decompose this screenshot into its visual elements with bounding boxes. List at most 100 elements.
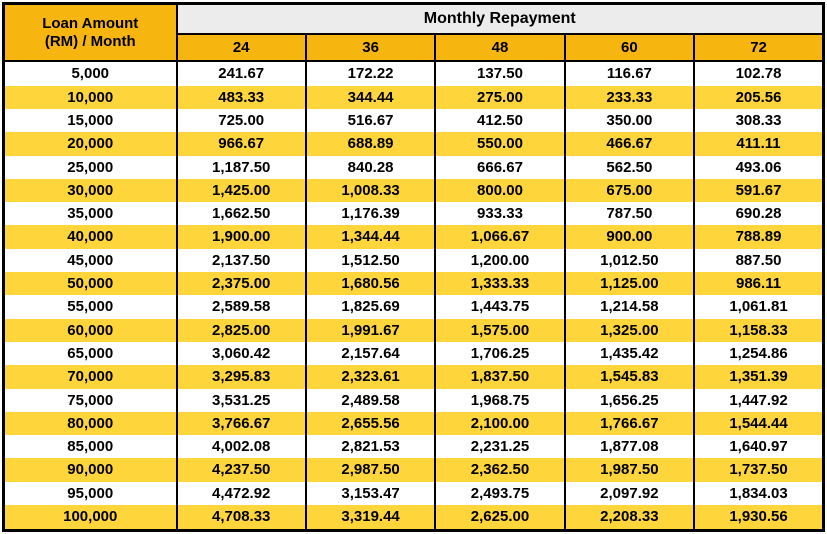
repayment-value-cell: 2,589.58 [175,295,307,319]
repayment-value-cell: 1,825.69 [304,295,437,319]
table-row: 70,000 3,295.83 2,323.61 1,837.50 1,545.83 1,… [2,365,825,389]
loan-amount-cell: 50,000 [2,272,178,296]
repayment-value-cell: 2,489.58 [304,388,437,412]
table-row: 75,000 3,531.25 2,489.58 1,968.75 1,656.25 1,… [2,388,825,412]
repayment-value-cell: 3,531.25 [175,388,307,412]
repayment-value-cell: 1,187.50 [175,155,307,179]
loan-amount-cell: 80,000 [2,411,178,436]
repayment-value-cell: 308.33 [693,108,825,133]
repayment-value-cell: 2,375.00 [175,272,307,296]
group-header-row: Loan Amount (RM) / Month Monthly Repayme… [2,3,825,62]
repayment-value-cell: 516.67 [304,108,437,133]
repayment-value-cell: 3,153.47 [304,481,437,505]
loan-amount-header: Loan Amount (RM) / Month [2,3,178,62]
loan-amount-cell: 30,000 [2,178,178,203]
repayment-value-cell: 4,002.08 [175,435,307,459]
table-row: 30,000 1,425.00 1,008.33 800.00 675.00 591.67 [2,178,825,203]
repayment-value-cell: 1,834.03 [693,481,825,505]
loan-amount-cell: 20,000 [2,132,178,156]
repayment-value-cell: 1,425.00 [175,178,307,203]
table-row: 65,000 3,060.42 2,157.64 1,706.25 1,435.42 1,… [2,341,825,366]
loan-amount-cell: 15,000 [2,108,178,133]
repayment-value-cell: 666.67 [434,155,566,179]
repayment-value-cell: 1,930.56 [693,505,825,531]
repayment-value-cell: 1,254.86 [693,341,825,366]
repayment-value-cell: 137.50 [434,61,566,86]
repayment-value-cell: 1,656.25 [563,388,696,412]
repayment-value-cell: 2,100.00 [434,411,566,436]
repayment-value-cell: 241.67 [175,61,307,86]
term-months-header: 60 [563,34,696,62]
loan-amount-cell: 55,000 [2,295,178,319]
repayment-value-cell: 591.67 [693,178,825,203]
repayment-value-cell: 483.33 [175,85,307,109]
table-row: 95,000 4,472.92 3,153.47 2,493.75 2,097.92 1,… [2,481,825,505]
loan-amount-cell: 90,000 [2,458,178,482]
loan-amount-header-line1: Loan Amount [42,15,139,33]
term-months-header: 72 [693,34,825,62]
repayment-value-cell: 562.50 [563,155,696,179]
repayment-value-cell: 933.33 [434,202,566,226]
repayment-value-cell: 2,821.53 [304,435,437,459]
repayment-value-cell: 1,200.00 [434,248,566,273]
repayment-value-cell: 102.78 [693,61,825,86]
loan-amount-cell: 95,000 [2,481,178,505]
repayment-value-cell: 2,137.50 [175,248,307,273]
repayment-value-cell: 1,344.44 [304,225,437,249]
loan-amount-cell: 75,000 [2,388,178,412]
repayment-value-cell: 1,008.33 [304,178,437,203]
repayment-value-cell: 2,987.50 [304,458,437,482]
repayment-value-cell: 3,766.67 [175,411,307,436]
table-row: 50,000 2,375.00 1,680.56 1,333.33 1,125.00 98… [2,272,825,296]
repayment-value-cell: 1,351.39 [693,365,825,389]
table-row: 40,000 1,900.00 1,344.44 1,066.67 900.00 788.… [2,225,825,249]
repayment-value-cell: 1,766.67 [563,411,696,436]
table-row: 5,000 241.67 172.22 137.50 116.67 102.78 [2,61,825,86]
term-header-row: 24 36 48 60 72 [4,34,825,62]
repayment-value-cell: 2,323.61 [304,365,437,389]
repayment-value-cell: 4,708.33 [175,505,307,531]
repayment-value-cell: 3,060.42 [175,341,307,366]
loan-amount-cell: 45,000 [2,248,178,273]
repayment-value-cell: 787.50 [563,202,696,226]
repayment-value-cell: 2,097.92 [563,481,696,505]
repayment-value-cell: 205.56 [693,85,825,109]
repayment-value-cell: 1,061.81 [693,295,825,319]
repayment-value-cell: 725.00 [175,108,307,133]
repayment-value-cell: 3,295.83 [175,365,307,389]
table-row: 100,000 4,708.33 3,319.44 2,625.00 2,208.33 1… [2,505,825,531]
repayment-value-cell: 688.89 [304,132,437,156]
repayment-value-cell: 1,176.39 [304,202,437,226]
repayment-value-cell: 1,512.50 [304,248,437,273]
repayment-value-cell: 1,987.50 [563,458,696,482]
table-row: 60,000 2,825.00 1,991.67 1,575.00 1,325.00 1,… [2,318,825,342]
table-header: Loan Amount (RM) / Month Monthly Repayme… [2,3,825,62]
repayment-value-cell: 344.44 [304,85,437,109]
table-row: 10,000 483.33 344.44 275.00 233.33 205.56 [2,85,825,109]
repayment-value-cell: 840.28 [304,155,437,179]
repayment-value-cell: 116.67 [563,61,696,86]
repayment-value-cell: 1,575.00 [434,318,566,342]
repayment-value-cell: 1,662.50 [175,202,307,226]
repayment-value-cell: 4,472.92 [175,481,307,505]
repayment-value-cell: 1,325.00 [563,318,696,342]
repayment-value-cell: 675.00 [563,178,696,203]
repayment-value-cell: 986.11 [693,272,825,296]
repayment-value-cell: 1,214.58 [563,295,696,319]
repayment-value-cell: 172.22 [304,61,437,86]
repayment-value-cell: 4,237.50 [175,458,307,482]
repayment-value-cell: 966.67 [175,132,307,156]
table-row: 90,000 4,237.50 2,987.50 2,362.50 1,987.50 1,… [2,458,825,482]
repayment-value-cell: 1,066.67 [434,225,566,249]
repayment-value-cell: 1,158.33 [693,318,825,342]
repayment-value-cell: 1,877.08 [563,435,696,459]
repayment-value-cell: 1,012.50 [563,248,696,273]
repayment-value-cell: 1,737.50 [693,458,825,482]
loan-amount-header-line2: (RM) / Month [44,32,136,50]
table-row: 55,000 2,589.58 1,825.69 1,443.75 1,214.58 1,… [2,295,825,319]
repayment-value-cell: 800.00 [434,178,566,203]
repayment-value-cell: 1,680.56 [304,272,437,296]
table-row: 45,000 2,137.50 1,512.50 1,200.00 1,012.50 88… [2,248,825,273]
